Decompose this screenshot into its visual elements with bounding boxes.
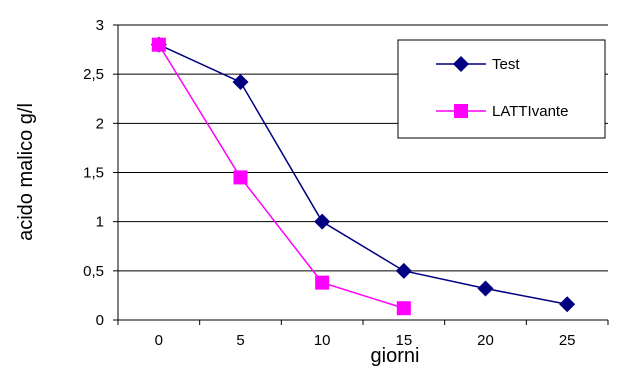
legend-box: [397, 39, 606, 139]
grid-lines: [118, 24, 608, 272]
legend-marker: [454, 104, 468, 118]
y-tick-label: 2: [96, 115, 104, 132]
x-tick-label: 10: [314, 332, 331, 349]
y-tick-label: 1: [96, 214, 104, 231]
y-tick-label: 2,5: [83, 66, 104, 83]
x-tick-label: 5: [236, 332, 244, 349]
y-axis-ticks: 0 0,5 1 1,5 2 2,5 3: [83, 17, 118, 329]
y-tick-label: 3: [96, 17, 104, 34]
x-tick-label: 25: [559, 332, 576, 349]
data-point: [477, 280, 494, 297]
series-line: [158, 44, 405, 309]
legend-label: LATTIvante: [492, 103, 568, 120]
legend-label: Test: [492, 56, 520, 73]
x-axis-ticks: 0 5 10 15 20 25: [117, 320, 609, 349]
data-point: [151, 37, 166, 52]
data-point: [314, 213, 331, 230]
series-layer: [150, 36, 576, 316]
y-axis-title: acido malico g/l: [15, 103, 37, 241]
y-tick-label: 0,5: [83, 263, 104, 280]
data-point: [232, 74, 249, 91]
y-tick-label: 1,5: [83, 165, 104, 182]
legend-marker: [453, 56, 469, 72]
legend-item-0: Test: [436, 56, 520, 73]
legend-item-1: LATTIvante: [436, 103, 568, 120]
data-point: [315, 275, 330, 290]
data-point: [396, 301, 411, 316]
legend: Test LATTIvante: [397, 39, 606, 139]
x-tick-label: 20: [477, 332, 494, 349]
series-line: [158, 43, 568, 306]
data-point: [395, 262, 412, 279]
series-1: [151, 37, 411, 316]
y-tick-label: 0: [96, 312, 104, 329]
x-tick-label: 15: [395, 332, 412, 349]
data-point: [559, 296, 576, 313]
x-axis-title: giorni: [371, 345, 420, 367]
x-tick-label: 0: [155, 332, 163, 349]
data-point: [233, 170, 248, 185]
